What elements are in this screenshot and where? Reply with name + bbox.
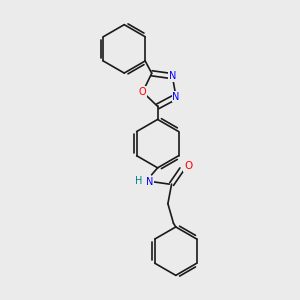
Text: N: N	[172, 92, 180, 102]
Text: O: O	[184, 161, 193, 171]
Text: O: O	[139, 87, 146, 97]
Text: H: H	[135, 176, 143, 186]
Text: N: N	[169, 71, 176, 81]
Text: N: N	[146, 177, 153, 187]
